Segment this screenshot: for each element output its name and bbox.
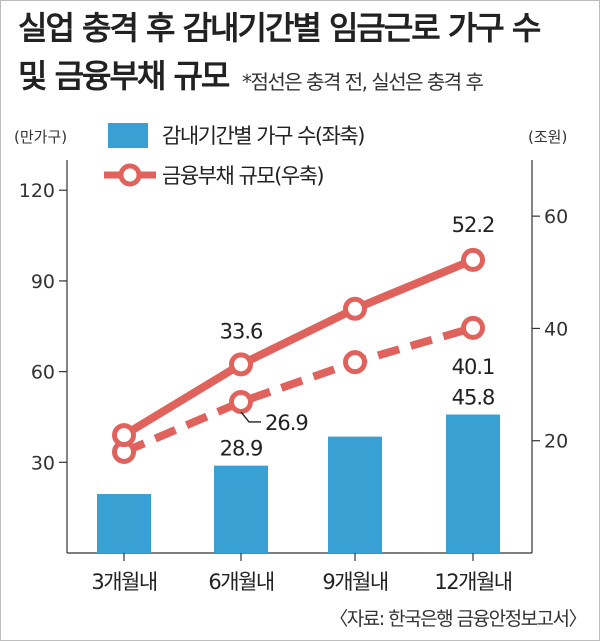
debt-after-point <box>112 423 136 448</box>
line-data-label: 52.2 <box>452 213 495 237</box>
bar <box>328 436 382 553</box>
chart-title-line1: 실업 충격 후 감내기간별 임금근로 가구 수 <box>18 9 541 47</box>
chart-subtitle: *점선은 충격 전, 실선은 충격 후 <box>242 70 484 94</box>
right-tick-label: 20 <box>544 431 568 453</box>
x-tick-label: 12개월내 <box>434 570 511 594</box>
x-tick-label: 3개월내 <box>91 570 157 594</box>
right-tick-label: 60 <box>544 206 568 228</box>
x-tick-label: 9개월내 <box>322 570 388 594</box>
right-tick-label: 40 <box>544 318 568 340</box>
legend-line-swatch <box>104 163 156 187</box>
x-tick-label: 6개월내 <box>208 570 274 594</box>
legend-item-line: 금융부채 규모(우축) <box>98 155 325 195</box>
line-data-label: 40.1 <box>452 355 495 379</box>
bar <box>97 494 151 553</box>
left-tick-label: 30 <box>31 452 55 474</box>
legend: 감내기간별 가구 수(좌축) 금융부채 규모(우축) <box>98 111 452 203</box>
debt-after-line <box>121 256 475 439</box>
bar-data-label: 45.8 <box>452 386 495 410</box>
legend-label-line: 금융부채 규모(우축) <box>162 164 325 188</box>
bar <box>214 465 268 553</box>
left-tick-label: 120 <box>19 180 55 202</box>
legend-item-bars: 감내기간별 가구 수(좌축) <box>98 115 365 155</box>
source-note: 〈자료: 한국은행 금융안정보고서〉 <box>329 608 587 630</box>
debt-before-point <box>229 389 253 414</box>
right-axis-unit: (조원) <box>528 128 568 146</box>
chart-title-line2: 및 금융부채 규모 <box>18 57 230 95</box>
legend-label-bars: 감내기간별 가구 수(좌축) <box>162 124 365 148</box>
line-data-label: 33.6 <box>220 319 263 343</box>
debt-before-point <box>343 350 367 375</box>
leader-line <box>240 411 261 423</box>
line-data-label: 26.9 <box>265 411 308 435</box>
legend-bar-swatch <box>108 122 148 148</box>
left-axis-unit: (만가구) <box>14 128 68 146</box>
debt-after-point <box>343 296 367 321</box>
debt-after-point <box>229 352 253 377</box>
bar <box>446 414 500 553</box>
bar-data-label: 28.9 <box>220 437 263 461</box>
debt-before-point <box>461 315 485 340</box>
debt-after-point <box>461 247 485 272</box>
debt-before-line <box>122 324 475 456</box>
left-tick-label: 90 <box>31 271 55 293</box>
left-tick-label: 60 <box>31 362 55 384</box>
